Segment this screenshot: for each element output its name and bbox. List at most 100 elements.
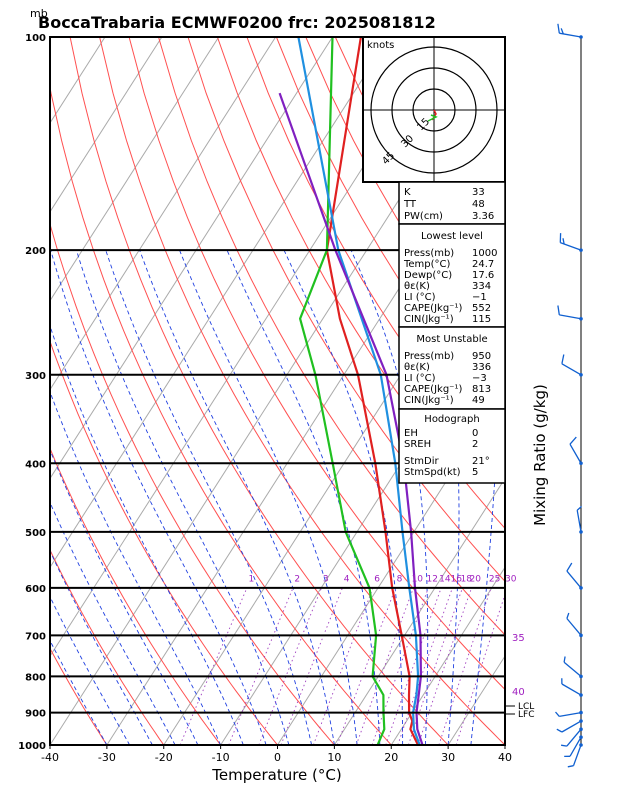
wind-barb-flag bbox=[560, 28, 564, 35]
param-label: LI (°C) bbox=[404, 373, 436, 384]
param-value: 813 bbox=[472, 384, 491, 395]
mixing-ratio-label: 1 bbox=[249, 575, 255, 585]
pressure-tick-label: 100 bbox=[25, 33, 46, 44]
temperature-tick-label: 10 bbox=[327, 751, 341, 764]
wind-barb-shaft bbox=[561, 363, 582, 376]
wind-barb bbox=[557, 305, 583, 321]
wind-barb-flag bbox=[556, 728, 563, 733]
param-label: θε(K) bbox=[404, 281, 430, 292]
param-label: CIN(Jkg⁻¹) bbox=[404, 395, 454, 406]
indices-table: K 33 TT 48 PW(cm) 3.36 Lowest level Pres… bbox=[398, 181, 506, 484]
profile-line-temperature bbox=[325, 37, 419, 745]
most-unstable-box bbox=[398, 326, 506, 410]
level-markers: LCL LFC 35 40 bbox=[505, 633, 534, 720]
wind-barb bbox=[563, 656, 583, 679]
dry-adiabat bbox=[50, 84, 392, 745]
wind-barb-flag bbox=[576, 505, 583, 511]
mixing-ratio-label: 18 bbox=[460, 575, 472, 585]
param-label: CIN(Jkg⁻¹) bbox=[404, 314, 454, 325]
param-value: 0 bbox=[472, 428, 478, 439]
index-value: 33 bbox=[472, 187, 485, 198]
wind-barb bbox=[557, 23, 583, 39]
param-label: CAPE(Jkg⁻¹) bbox=[404, 384, 462, 395]
wind-barb-shaft bbox=[569, 443, 582, 464]
param-label: θε(K) bbox=[404, 362, 430, 373]
param-label: EH bbox=[404, 428, 418, 439]
isotherm bbox=[50, 37, 277, 391]
pressure-tick-label: 900 bbox=[25, 709, 46, 720]
wind-barb-shaft bbox=[559, 711, 582, 718]
param-value: −3 bbox=[472, 373, 487, 384]
wind-barb bbox=[566, 612, 583, 638]
dry-adiabat bbox=[216, 37, 505, 530]
param-label: SREH bbox=[404, 439, 431, 450]
mixing-ratio-axis-label: Mixing Ratio (g/kg) bbox=[531, 384, 549, 526]
dry-adiabat bbox=[50, 447, 222, 745]
pressure-tick-label: 300 bbox=[25, 371, 46, 382]
param-label: StmDir bbox=[404, 456, 439, 467]
x-axis-label: Temperature (°C) bbox=[211, 766, 341, 784]
mixing-ratio-line bbox=[258, 587, 322, 745]
mixing-ratio-label: 4 bbox=[344, 575, 350, 585]
param-value: 552 bbox=[472, 303, 491, 314]
param-label: LI (°C) bbox=[404, 292, 436, 303]
index-value: 48 bbox=[472, 199, 485, 210]
wind-barb-column bbox=[555, 23, 583, 768]
param-value: 1000 bbox=[472, 248, 497, 259]
wind-barb bbox=[569, 436, 583, 466]
index-label: K bbox=[404, 187, 411, 198]
param-label: Dewp(°C) bbox=[404, 270, 452, 281]
dry-adiabat bbox=[50, 647, 108, 745]
dry-adiabat bbox=[99, 37, 505, 745]
mixing-ratio-label: 3 bbox=[323, 575, 329, 585]
temperature-tick-label: -20 bbox=[155, 751, 173, 764]
dry-adiabat bbox=[128, 37, 505, 691]
isotherm bbox=[50, 37, 220, 302]
moist-adiabat bbox=[179, 249, 358, 745]
isotherm bbox=[50, 37, 163, 213]
theta-e-label: 35 bbox=[512, 633, 525, 644]
wind-barb-flag bbox=[555, 711, 560, 717]
temperature-tick-label: -30 bbox=[98, 751, 116, 764]
wind-barb bbox=[561, 354, 583, 377]
param-value: −1 bbox=[472, 292, 487, 303]
wind-barb-shaft bbox=[566, 570, 582, 589]
mixing-ratio-label: 14 bbox=[439, 575, 451, 585]
mixing-ratio-label: 6 bbox=[374, 575, 380, 585]
index-value: 3.36 bbox=[472, 211, 494, 222]
hodograph-params-box bbox=[398, 408, 506, 484]
wind-barb-flag bbox=[563, 656, 566, 663]
wind-barb bbox=[559, 233, 583, 252]
hodograph-unit-label: knots bbox=[367, 40, 394, 51]
lowest-level-heading: Lowest level bbox=[421, 231, 483, 242]
wind-barb bbox=[567, 743, 583, 768]
wind-barb-flag bbox=[566, 612, 570, 619]
mixing-ratio-label: 8 bbox=[397, 575, 403, 585]
wind-barb-shaft bbox=[561, 720, 582, 733]
hodograph: knots 15 30 45 bbox=[362, 36, 506, 183]
param-label: Press(mb) bbox=[404, 248, 454, 259]
mixing-ratio-label: 30 bbox=[505, 575, 517, 585]
mixing-ratio-label: 10 bbox=[412, 575, 424, 585]
mixing-ratio-label: 25 bbox=[489, 575, 500, 585]
pressure-tick-label: 1000 bbox=[18, 741, 46, 752]
dry-adiabat bbox=[50, 548, 165, 745]
pressure-tick-label: 800 bbox=[25, 672, 46, 683]
temperature-tick-label: -40 bbox=[41, 751, 59, 764]
wind-barb-shaft bbox=[563, 661, 582, 677]
wind-barb bbox=[576, 505, 583, 534]
moist-adiabat bbox=[50, 595, 130, 745]
wind-barb bbox=[566, 562, 583, 590]
dry-adiabat bbox=[50, 222, 335, 745]
wind-barb-shaft bbox=[566, 728, 582, 747]
param-value: 5 bbox=[472, 467, 478, 478]
wind-barb-flag bbox=[566, 562, 573, 572]
chart-title: BoccaTrabaria ECMWF0200 frc: 2025081812 bbox=[38, 13, 436, 32]
wind-barb-flag bbox=[557, 23, 560, 34]
wind-barb-shaft bbox=[559, 314, 582, 320]
param-value: 21° bbox=[472, 456, 490, 467]
wind-barb-flag bbox=[561, 354, 565, 364]
mixing-ratio-label: 12 bbox=[426, 575, 437, 585]
